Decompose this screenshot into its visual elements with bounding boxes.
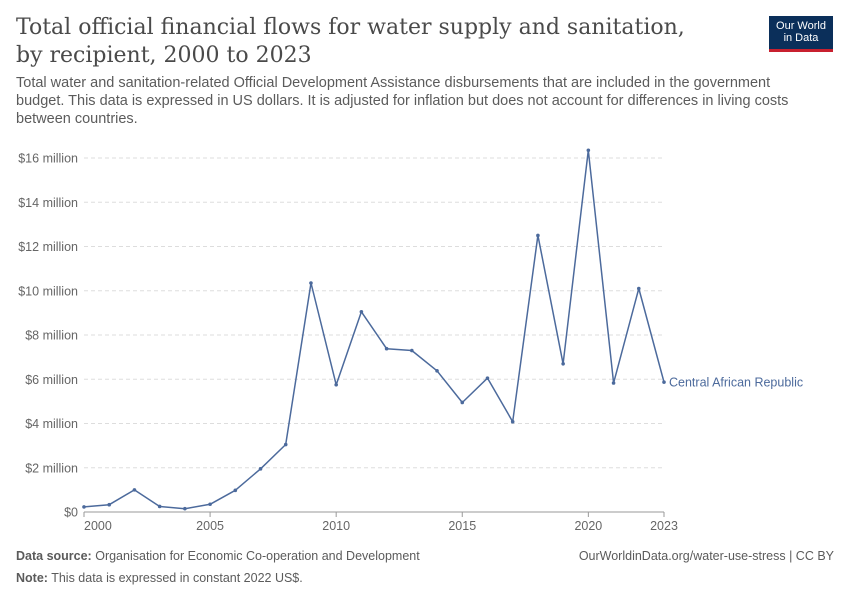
x-tick-label: 2000 bbox=[84, 519, 112, 533]
x-tick-label: 2010 bbox=[322, 519, 350, 533]
y-tick-label: $4 million bbox=[25, 417, 78, 431]
y-tick-label: $0 bbox=[64, 506, 78, 520]
data-point bbox=[258, 467, 263, 471]
data-point bbox=[561, 361, 565, 366]
data-point bbox=[662, 380, 666, 384]
data-point bbox=[309, 281, 313, 285]
data-point bbox=[233, 488, 238, 493]
y-tick-label: $16 million bbox=[18, 152, 78, 166]
series-line bbox=[83, 149, 665, 510]
footer-source-row: Data source: Organisation for Economic C… bbox=[16, 549, 834, 563]
data-point bbox=[107, 502, 112, 507]
note-label: Note: bbox=[16, 571, 48, 585]
data-point bbox=[283, 442, 288, 447]
data-point bbox=[510, 419, 515, 424]
line-chart: $0 $2 million $4 million $6 million $8 milli… bbox=[18, 148, 803, 533]
owid-logo[interactable]: Our World in Data bbox=[769, 16, 833, 52]
logo-line-2: in Data bbox=[783, 32, 819, 44]
data-point bbox=[208, 502, 212, 507]
grid-lines bbox=[84, 157, 664, 469]
data-point bbox=[636, 286, 641, 291]
note-text: This data is expressed in constant 2022 … bbox=[51, 571, 303, 585]
data-point bbox=[410, 348, 414, 353]
y-tick-label: $14 million bbox=[18, 196, 78, 210]
data-point bbox=[334, 382, 338, 387]
series-group: Central African Republic bbox=[82, 148, 803, 511]
data-point bbox=[536, 233, 540, 238]
data-point bbox=[183, 506, 187, 511]
chart-title: Total official financial flows for water… bbox=[16, 15, 685, 68]
y-tick-label: $2 million bbox=[25, 461, 78, 475]
x-tick-label: 2020 bbox=[574, 519, 602, 533]
data-point bbox=[359, 309, 364, 314]
source-label: Data source: bbox=[16, 549, 92, 563]
y-tick-label: $10 million bbox=[18, 284, 78, 298]
data-point bbox=[460, 400, 465, 405]
source-link[interactable]: Organisation for Economic Co-operation a… bbox=[95, 549, 420, 563]
logo-line-1: Our World bbox=[776, 20, 826, 32]
data-point bbox=[384, 346, 389, 351]
data-point bbox=[586, 148, 591, 153]
x-tick-label: 2023 bbox=[650, 519, 678, 533]
x-tick-label: 2005 bbox=[196, 519, 224, 533]
footer-note-row: Note: This data is expressed in constant… bbox=[16, 571, 834, 585]
x-tick-label: 2015 bbox=[448, 519, 476, 533]
series-label: Central African Republic bbox=[669, 376, 803, 390]
y-tick-label: $8 million bbox=[25, 329, 78, 343]
y-tick-label: $6 million bbox=[25, 373, 78, 387]
y-axis-ticks: $0 $2 million $4 million $6 million $8 milli… bbox=[18, 152, 78, 520]
x-axis-ticks: 2000 2005 2010 2015 2020 2023 bbox=[83, 511, 678, 533]
data-point bbox=[435, 369, 439, 373]
data-point bbox=[157, 504, 162, 509]
data-point bbox=[82, 505, 86, 509]
data-point bbox=[485, 376, 490, 380]
y-tick-label: $12 million bbox=[18, 240, 78, 254]
data-point bbox=[611, 381, 616, 385]
data-point bbox=[132, 488, 137, 492]
chart-subtitle: Total water and sanitation-related Offic… bbox=[16, 75, 789, 127]
license-link[interactable]: OurWorldinData.org/water-use-stress | CC… bbox=[578, 549, 834, 563]
